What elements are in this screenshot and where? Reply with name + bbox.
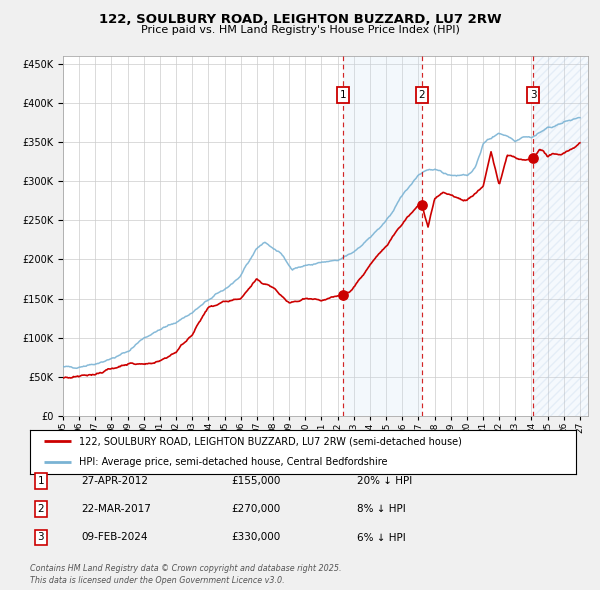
Text: HPI: Average price, semi-detached house, Central Bedfordshire: HPI: Average price, semi-detached house,… (79, 457, 388, 467)
Text: 3: 3 (37, 533, 44, 542)
Bar (343, 56, 422, 416)
Text: £155,000: £155,000 (231, 476, 280, 486)
Point (417, 200, 427, 209)
Text: 8% ↓ HPI: 8% ↓ HPI (357, 504, 406, 514)
Text: 3: 3 (530, 90, 536, 100)
Text: 22-MAR-2017: 22-MAR-2017 (81, 504, 151, 514)
Text: Contains HM Land Registry data © Crown copyright and database right 2025.
This d: Contains HM Land Registry data © Crown c… (30, 565, 341, 585)
Text: 6% ↓ HPI: 6% ↓ HPI (357, 533, 406, 542)
Text: £270,000: £270,000 (231, 504, 280, 514)
Text: 20% ↓ HPI: 20% ↓ HPI (357, 476, 412, 486)
Text: 1: 1 (340, 90, 346, 100)
Point (529, 153, 538, 162)
Text: 27-APR-2012: 27-APR-2012 (81, 476, 148, 486)
Text: 09-FEB-2024: 09-FEB-2024 (81, 533, 148, 542)
Text: 2: 2 (419, 90, 425, 100)
Text: 122, SOULBURY ROAD, LEIGHTON BUZZARD, LU7 2RW: 122, SOULBURY ROAD, LEIGHTON BUZZARD, LU… (98, 13, 502, 26)
Text: Price paid vs. HM Land Registry's House Price Index (HPI): Price paid vs. HM Land Registry's House … (140, 25, 460, 35)
Point (338, 290, 347, 299)
Text: £330,000: £330,000 (231, 533, 280, 542)
Text: 122, SOULBURY ROAD, LEIGHTON BUZZARD, LU7 2RW (semi-detached house): 122, SOULBURY ROAD, LEIGHTON BUZZARD, LU… (79, 436, 462, 446)
Text: 1: 1 (37, 476, 44, 486)
Text: 2: 2 (37, 504, 44, 514)
Bar (533, 56, 588, 416)
